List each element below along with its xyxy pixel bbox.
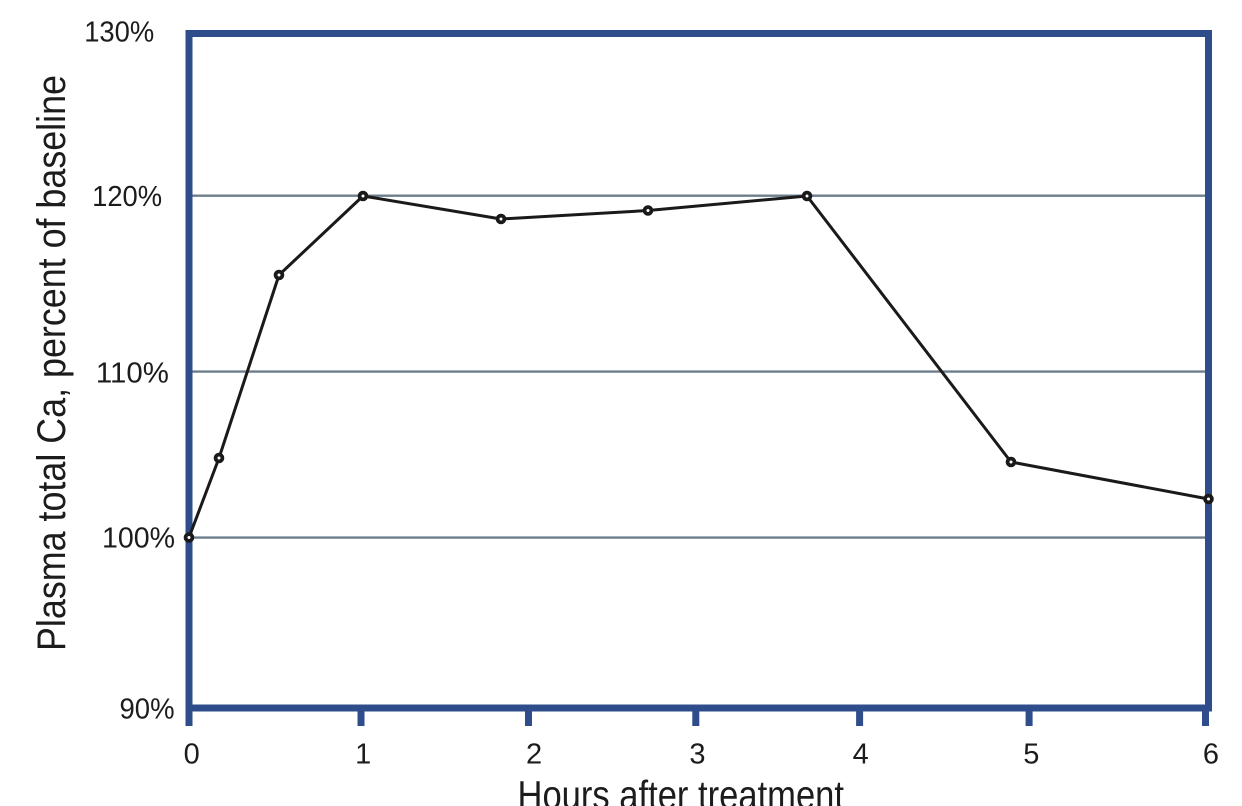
svg-text:2: 2 xyxy=(526,739,542,771)
svg-text:110%: 110% xyxy=(96,358,169,390)
svg-text:Hours after treatment: Hours after treatment xyxy=(518,774,845,806)
svg-text:0: 0 xyxy=(184,739,200,771)
svg-text:130%: 130% xyxy=(84,16,154,48)
svg-text:90%: 90% xyxy=(120,694,175,726)
svg-text:4: 4 xyxy=(853,739,869,771)
svg-text:5: 5 xyxy=(1023,739,1039,771)
svg-text:Plasma total Ca, percent of ba: Plasma total Ca, percent of baseline xyxy=(30,75,74,651)
svg-text:1: 1 xyxy=(355,739,371,771)
svg-text:3: 3 xyxy=(689,739,705,771)
svg-text:120%: 120% xyxy=(92,181,162,213)
svg-text:100%: 100% xyxy=(102,523,175,555)
svg-text:6: 6 xyxy=(1203,739,1219,771)
